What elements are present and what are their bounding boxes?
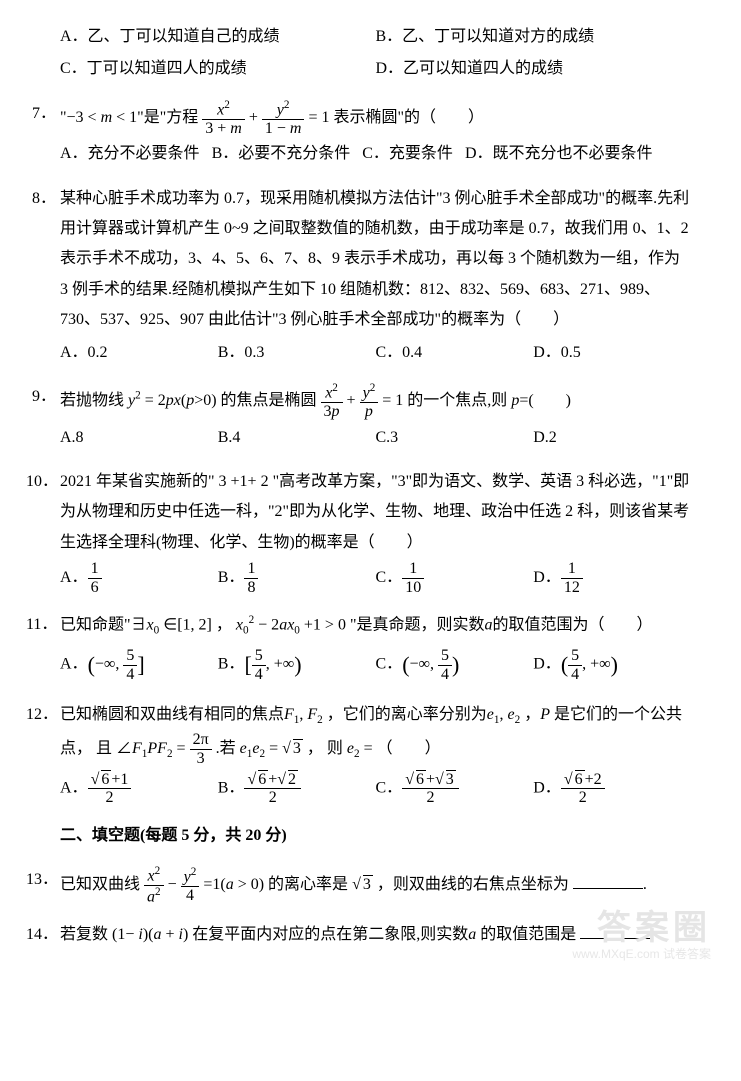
q7-lead2: < 1"是"方程 — [112, 109, 202, 126]
q7-eq: = 1 表示椭圆"的（ ） — [308, 109, 484, 126]
q6-D: D．乙可以知道四人的成绩 — [376, 54, 692, 84]
q7-lead1: "−3 < — [60, 109, 101, 126]
q7-frac1: x23 + m — [202, 99, 245, 138]
q6-choices: A．乙、丁可以知道自己的成绩 B．乙、丁可以知道对方的成绩 C．丁可以知道四人的… — [60, 22, 691, 85]
q11-B: B．[54, +∞) — [218, 644, 376, 686]
q7: 7． "−3 < m < 1"是"方程 x23 + m + y21 − m = … — [60, 99, 691, 170]
q11-num: 11． — [26, 610, 56, 640]
q8-num: 8． — [26, 184, 56, 214]
q11-C: C．(−∞, 54) — [376, 644, 534, 686]
section-2-heading: 二、填空题(每题 5 分，共 20 分) — [60, 821, 691, 851]
q7-frac2: y21 − m — [262, 99, 305, 138]
q6-A: A．乙、丁可以知道自己的成绩 — [60, 22, 376, 52]
q10-D: D．112 — [533, 560, 691, 596]
q7-plus: + — [249, 109, 262, 126]
q11: 11． 已知命题"∃x0 ∈[1, 2] ， x02 − 2ax0 +1 > 0… — [60, 610, 691, 686]
q8-D: D．0.5 — [533, 338, 691, 368]
q12-B: B．√6+√22 — [218, 770, 376, 807]
q7-B: B．必要不充分条件 — [212, 139, 351, 169]
q7-num: 7． — [26, 99, 56, 129]
q8-body: 某种心脏手术成功率为 0.7，现采用随机模拟方法估计"3 例心脏手术全部成功"的… — [60, 190, 689, 329]
q6-C: C．丁可以知道四人的成绩 — [60, 54, 376, 84]
q8-B: B．0.3 — [218, 338, 376, 368]
q10: 10． 2021 年某省实施新的" 3 +1+ 2 "高考改革方案，"3"即为语… — [60, 467, 691, 596]
q10-B: B．18 — [218, 560, 376, 596]
q9-B: B.4 — [218, 423, 376, 453]
q9: 9． 若抛物线 y2 = 2px(p>0) 的焦点是椭圆 x23p + y2p … — [60, 382, 691, 453]
q13-num: 13． — [26, 865, 56, 895]
q8-C: C．0.4 — [376, 338, 534, 368]
q12: 12． 已知椭圆和双曲线有相同的焦点F1, F2 ，它们的离心率分别为e1, e… — [60, 700, 691, 807]
q7-C: C．充要条件 — [362, 139, 453, 169]
q7-m: m — [101, 109, 113, 126]
q9-frac1: x23p — [321, 382, 343, 421]
q14-blank — [580, 922, 650, 939]
q9-num: 9． — [26, 382, 56, 412]
q13-blank — [573, 872, 643, 889]
q12-num: 12． — [26, 700, 56, 730]
q7-A: A．充分不必要条件 — [60, 139, 200, 169]
q13: 13． 已知双曲线 x2a2 − y24 =1(a > 0) 的离心率是 √3 … — [60, 865, 691, 906]
q9-C: C.3 — [376, 423, 534, 453]
q9-frac2: y2p — [360, 382, 379, 421]
q11-A: A．((−∞, −∞, 54] — [60, 644, 218, 686]
q10-num: 10． — [26, 467, 56, 497]
q10-body: 2021 年某省实施新的" 3 +1+ 2 "高考改革方案，"3"即为语文、数学… — [60, 473, 689, 551]
watermark-url: www.MXqE.com 试卷答案 — [572, 943, 711, 966]
q8: 8． 某种心脏手术成功率为 0.7，现采用随机模拟方法估计"3 例心脏手术全部成… — [60, 184, 691, 368]
q10-A: A．16 — [60, 560, 218, 596]
q14-num: 14． — [26, 920, 56, 950]
q9-D: D.2 — [533, 423, 691, 453]
q12-A: A．√6+12 — [60, 770, 218, 807]
q9-A: A.8 — [60, 423, 218, 453]
q12-D: D．√6+22 — [533, 770, 691, 807]
q7-D: D．既不充分也不必要条件 — [465, 139, 653, 169]
q8-A: A．0.2 — [60, 338, 218, 368]
q11-D: D．(54, +∞) — [533, 644, 691, 686]
q12-C: C．√6+√32 — [376, 770, 534, 807]
q6-B: B．乙、丁可以知道对方的成绩 — [376, 22, 692, 52]
q10-C: C．110 — [376, 560, 534, 596]
